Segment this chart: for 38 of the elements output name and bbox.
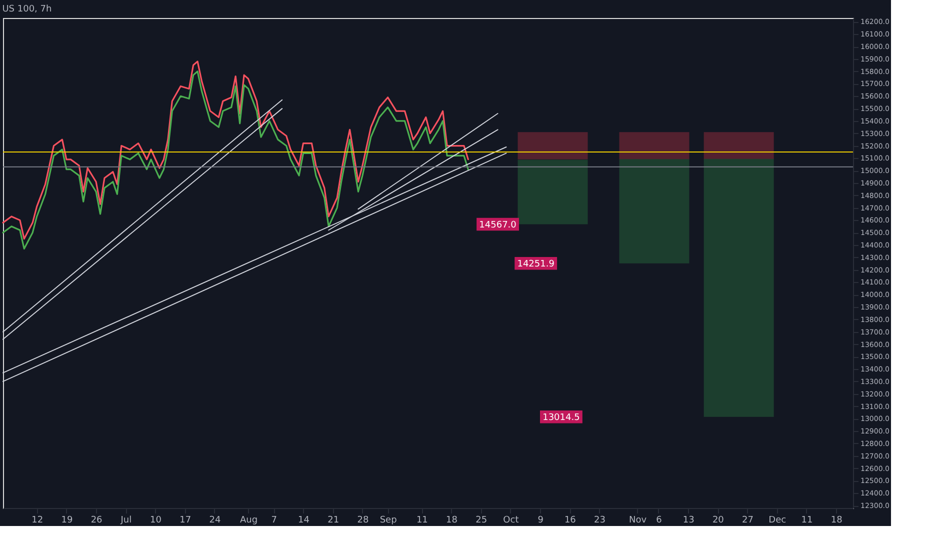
x-tick-label: Dec [768, 516, 786, 526]
x-tick-label: Jul [120, 516, 132, 526]
x-tick-label: 13 [682, 516, 694, 526]
x-tick-label: 25 [476, 516, 488, 526]
x-tick-label: 26 [90, 516, 103, 526]
x-tick-label: 7 [271, 516, 278, 526]
x-tick-label: 23 [594, 516, 606, 526]
chart-title: US 100, 7h [2, 4, 52, 15]
x-tick-label: Sep [380, 516, 398, 526]
x-tick-label: 19 [61, 516, 73, 526]
x-tick-label: 6 [656, 516, 662, 526]
x-tick-label: 16 [564, 516, 576, 526]
annotation: 13014.5 [542, 412, 580, 423]
bar [704, 158, 774, 417]
x-tick-label: 21 [328, 516, 340, 526]
x-tick-label: 14 [298, 516, 310, 526]
bar [518, 160, 588, 224]
x-tick-label: 18 [830, 516, 843, 526]
x-tick-label: 9 [538, 516, 544, 526]
bar [619, 132, 690, 160]
x-tick-label: 28 [357, 516, 369, 526]
x-tick-label: 18 [446, 516, 458, 526]
x-tick-label: 11 [801, 516, 813, 526]
x-tick-label: 20 [712, 516, 724, 526]
x-tick-label: Aug [240, 516, 258, 526]
annotation: 14251.9 [517, 259, 555, 270]
x-tick-label: 27 [742, 516, 754, 526]
x-tick-label: 24 [209, 516, 221, 526]
x-tick-label: 11 [416, 516, 428, 526]
x-tick-label: 17 [180, 516, 192, 526]
bar [518, 132, 588, 160]
annotation: 14567.0 [479, 220, 517, 230]
x-tick-label: 12 [32, 516, 44, 526]
x-tick-label: Nov [629, 516, 648, 526]
bar [704, 132, 774, 160]
bar [619, 159, 690, 264]
x-tick-label: 10 [150, 516, 162, 526]
x-tick-label: Oct [503, 516, 520, 526]
